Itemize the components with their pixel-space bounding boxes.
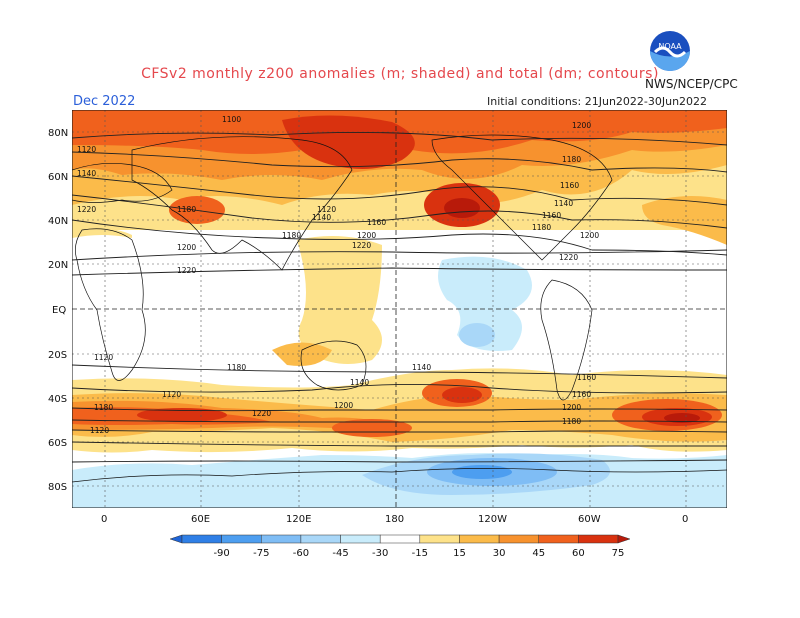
- svg-text:1160: 1160: [577, 373, 596, 382]
- colorbar-tick-label: -75: [253, 548, 269, 559]
- colorbar-tick-label: -60: [293, 548, 309, 559]
- lon-label: 120E: [286, 514, 311, 525]
- svg-text:1200: 1200: [562, 403, 581, 412]
- svg-text:NOAA: NOAA: [658, 42, 682, 51]
- svg-text:1120: 1120: [317, 205, 336, 214]
- lat-label: 60N: [48, 172, 68, 183]
- svg-text:1220: 1220: [177, 266, 196, 275]
- svg-text:1200: 1200: [357, 231, 376, 240]
- colorbar: -90-75-60-45-30-15153045607590: [170, 534, 630, 559]
- colorbar-tick-label: 75: [612, 548, 625, 559]
- colorbar-box: [379, 534, 421, 544]
- svg-text:1220: 1220: [352, 241, 371, 250]
- lat-label: 80N: [48, 128, 68, 139]
- lon-label: 120W: [478, 514, 507, 525]
- lat-label: 40S: [48, 394, 67, 405]
- svg-text:1200: 1200: [572, 121, 591, 130]
- colorbar-box: [221, 534, 262, 544]
- colorbar-arrow-high: [617, 534, 630, 544]
- svg-text:1180: 1180: [562, 417, 581, 426]
- lat-label: 20N: [48, 260, 68, 271]
- initial-conditions: Initial conditions: 21Jun2022-30Jun2022: [487, 95, 708, 108]
- lon-label: 180: [385, 514, 404, 525]
- colorbar-box: [498, 534, 539, 544]
- colorbar-arrow-low: [170, 534, 183, 544]
- svg-text:1220: 1220: [252, 409, 271, 418]
- colorbar-box: [300, 534, 341, 544]
- colorbar-box: [340, 534, 381, 544]
- svg-text:1180: 1180: [177, 205, 196, 214]
- colorbar-tick-label: -45: [332, 548, 348, 559]
- svg-text:1200: 1200: [580, 231, 599, 240]
- svg-text:1140: 1140: [350, 378, 369, 387]
- svg-text:1180: 1180: [227, 363, 246, 372]
- agency-label: NWS/NCEP/CPC: [645, 77, 738, 91]
- colorbar-tick-label: -15: [412, 548, 428, 559]
- svg-text:1200: 1200: [334, 401, 353, 410]
- svg-text:1120: 1120: [162, 390, 181, 399]
- svg-text:1180: 1180: [562, 155, 581, 164]
- colorbar-tick-label: 45: [532, 548, 545, 559]
- lat-label: 40N: [48, 216, 68, 227]
- svg-text:1120: 1120: [94, 353, 113, 362]
- svg-text:1140: 1140: [312, 213, 331, 222]
- svg-text:1160: 1160: [572, 390, 591, 399]
- anomaly-map: 1100 1120 1140 1180 1200 1220 1120 1140 …: [72, 110, 727, 508]
- svg-text:1140: 1140: [77, 169, 96, 178]
- lon-label: 60W: [578, 514, 601, 525]
- colorbar-box: [261, 534, 302, 544]
- svg-text:1100: 1100: [222, 115, 241, 124]
- lat-label: 20S: [48, 350, 67, 361]
- svg-text:1140: 1140: [412, 363, 431, 372]
- colorbar-tick-label: -90: [213, 548, 229, 559]
- colorbar-box: [419, 534, 460, 544]
- colorbar-tick-label: 15: [453, 548, 466, 559]
- colorbar-tick-label: 30: [493, 548, 506, 559]
- forecast-month: Dec 2022: [73, 94, 136, 109]
- svg-text:1120: 1120: [90, 426, 109, 435]
- lon-label: 0: [101, 514, 107, 525]
- colorbar-box: [538, 534, 579, 544]
- svg-text:1220: 1220: [77, 205, 96, 214]
- lon-label: 60E: [191, 514, 210, 525]
- svg-text:1140: 1140: [554, 199, 573, 208]
- chart-title: CFSv2 monthly z200 anomalies (m; shaded)…: [141, 66, 659, 82]
- colorbar-box: [459, 534, 500, 544]
- svg-text:1220: 1220: [559, 253, 578, 262]
- svg-text:1200: 1200: [177, 243, 196, 252]
- colorbar-box: [181, 534, 222, 544]
- latitude-axis: 80N 60N 40N 20N EQ 20S 40S 60S 80S: [48, 128, 68, 493]
- svg-text:1160: 1160: [367, 218, 386, 227]
- svg-text:1160: 1160: [560, 181, 579, 190]
- svg-text:1180: 1180: [282, 231, 301, 240]
- lat-label: EQ: [52, 305, 66, 316]
- contour-labels: 1100 1120 1140 1180 1200 1220 1120 1140 …: [77, 115, 599, 435]
- svg-text:1180: 1180: [94, 403, 113, 412]
- colorbar-tick-label: 60: [572, 548, 585, 559]
- lon-label: 0: [682, 514, 688, 525]
- noaa-logo-icon: NOAA: [650, 31, 690, 71]
- lat-label: 80S: [48, 482, 67, 493]
- colorbar-box: [578, 534, 619, 544]
- longitude-axis: 0 60E 120E 180 120W 60W 0: [101, 514, 688, 525]
- colorbar-tick-label: -30: [372, 548, 388, 559]
- svg-text:1160: 1160: [542, 211, 561, 220]
- svg-text:1180: 1180: [532, 223, 551, 232]
- svg-text:1120: 1120: [77, 145, 96, 154]
- lat-label: 60S: [48, 438, 67, 449]
